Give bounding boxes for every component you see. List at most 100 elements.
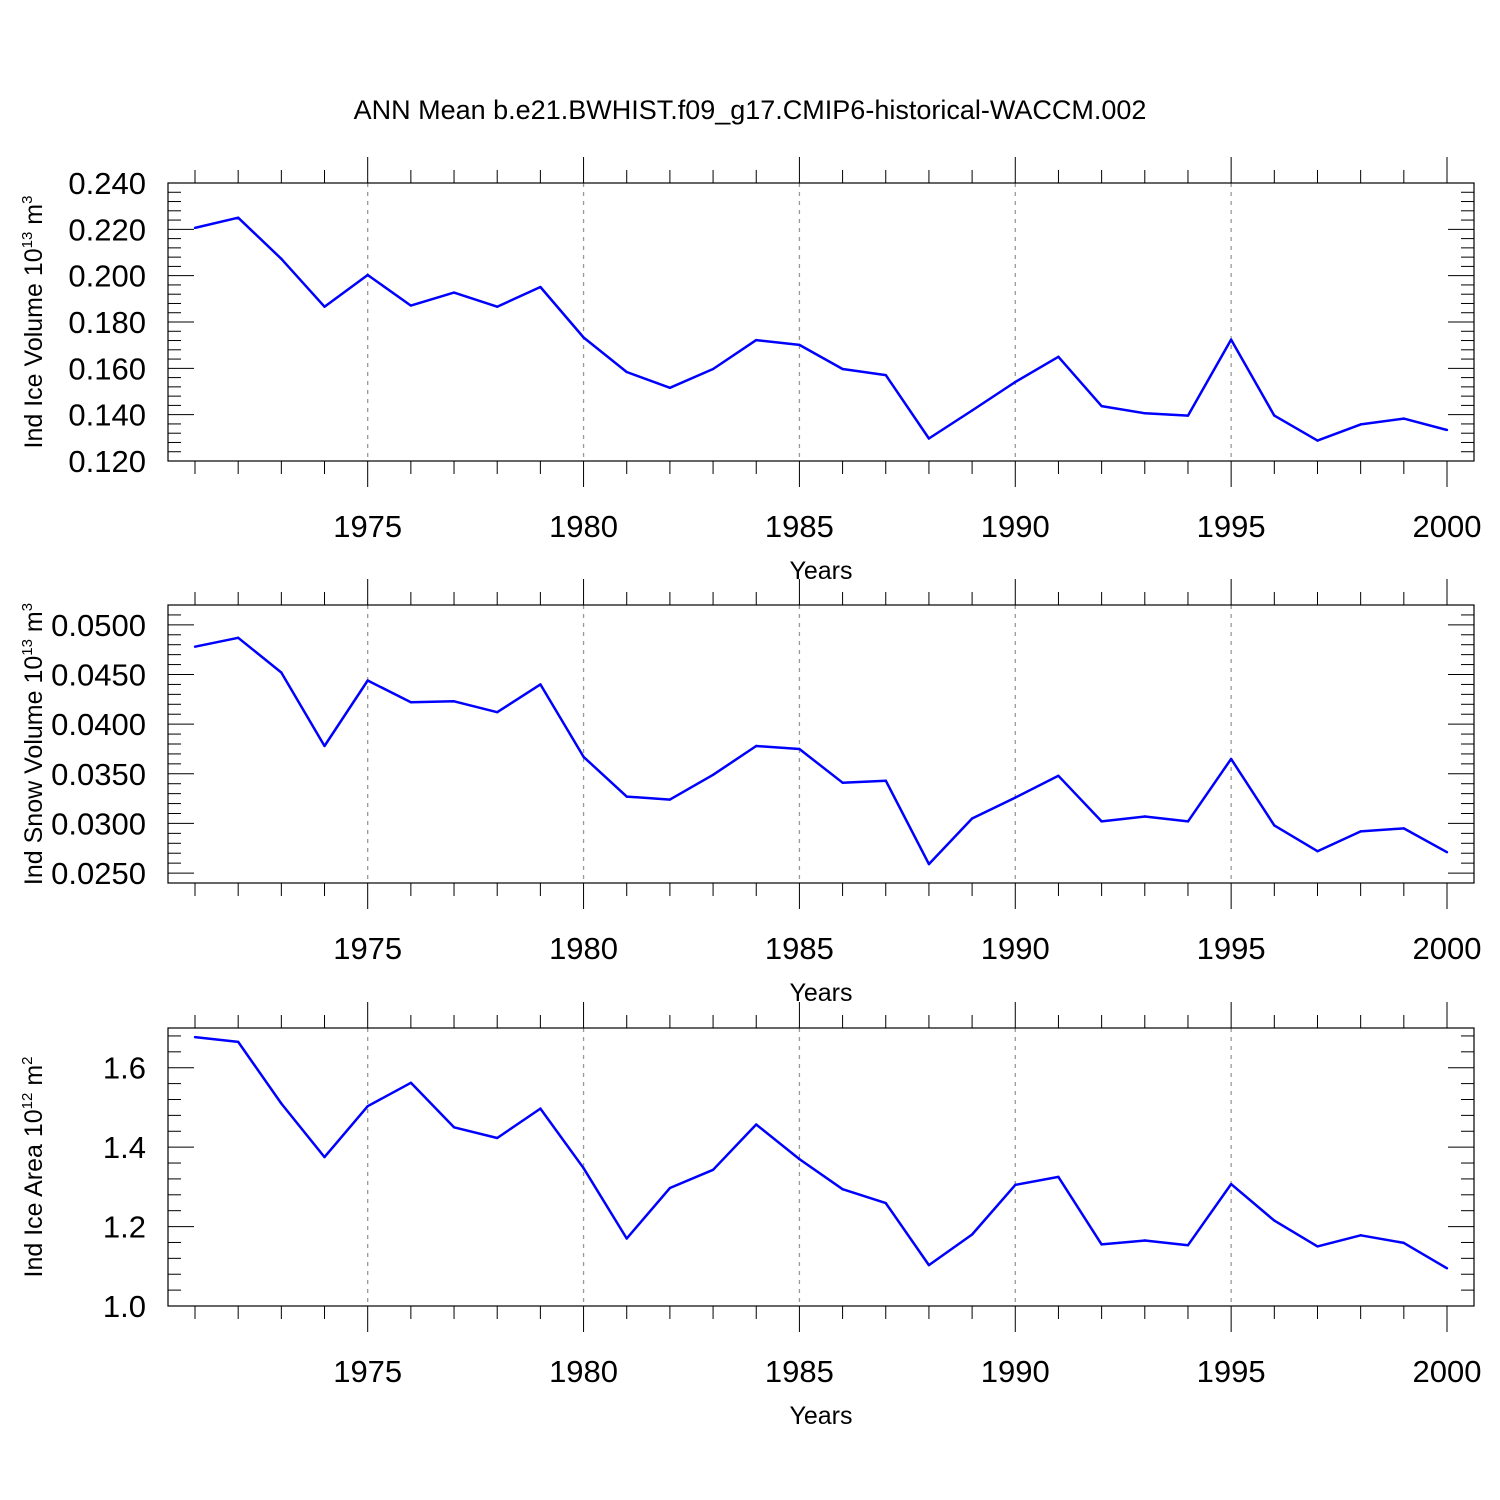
data-point <box>970 817 974 820</box>
data-point <box>755 338 758 342</box>
data-point <box>1229 1182 1233 1186</box>
data-point <box>1057 774 1060 777</box>
data-point <box>323 744 326 748</box>
y-tick-label: 0.0250 <box>51 856 146 891</box>
x-tick-label: 2000 <box>1413 931 1482 966</box>
data-point <box>927 862 931 866</box>
data-point <box>193 226 197 230</box>
y-axis-label-unit-exponent: 2 <box>19 1057 36 1065</box>
data-point <box>1359 1234 1362 1237</box>
data-point <box>409 701 413 704</box>
chart-panel-1: 0.120 0.140 0.160 0.180 0.200 0.220 0.240 1975 1… <box>19 157 1481 585</box>
y-tick-label: 0.160 <box>68 351 146 386</box>
data-point <box>1445 428 1449 432</box>
data-point <box>884 779 887 782</box>
x-tick-label: 2000 <box>1413 509 1482 544</box>
y-tick-label: 0.0300 <box>51 806 146 841</box>
data-point <box>668 1186 672 1190</box>
y-tick-label: 0.140 <box>68 398 146 433</box>
x-tick-label: 1985 <box>765 1354 834 1389</box>
data-point <box>1057 355 1060 358</box>
data-point <box>366 1105 369 1108</box>
y-axis-label: Ind Ice Area 1012 m2 <box>19 1057 48 1278</box>
data-point <box>236 216 240 219</box>
data-point <box>1359 830 1362 833</box>
data-series-line <box>194 216 1448 442</box>
data-point <box>1229 338 1233 341</box>
data-point <box>539 1107 542 1110</box>
data-point <box>970 409 974 412</box>
data-point <box>1014 796 1017 799</box>
data-point <box>841 367 844 371</box>
y-tick-label: 1.4 <box>103 1130 146 1165</box>
data-point <box>496 711 499 714</box>
figure-title: ANN Mean b.e21.BWHIST.f09_g17.CMIP6-hist… <box>354 95 1147 125</box>
data-point <box>236 1040 240 1044</box>
data-point <box>1186 820 1190 823</box>
data-point <box>409 1081 413 1085</box>
data-point <box>496 1136 499 1140</box>
x-tick-label: 1980 <box>549 509 618 544</box>
y-tick-label: 0.0500 <box>51 608 146 643</box>
x-tick-label: 1975 <box>333 509 402 544</box>
x-tick-label: 1990 <box>981 509 1050 544</box>
data-point <box>884 373 887 377</box>
data-point <box>193 645 197 648</box>
data-point <box>280 257 283 260</box>
data-point <box>1186 1244 1190 1247</box>
y-tick-label: 1.2 <box>103 1210 146 1245</box>
x-tick-label: 1980 <box>549 931 618 966</box>
data-point <box>1402 1241 1406 1245</box>
data-point <box>366 679 369 682</box>
y-axis-label-unit: m <box>20 611 48 639</box>
data-point <box>1273 414 1276 417</box>
data-point <box>1014 1183 1017 1187</box>
data-point <box>582 1166 585 1170</box>
data-point <box>1100 404 1103 408</box>
data-point <box>927 1263 931 1267</box>
data-point <box>496 305 499 308</box>
y-tick-label: 0.200 <box>68 259 146 294</box>
data-point <box>798 343 801 347</box>
chart-panel-3: 1.0 1.2 1.4 1.6 1975 1980 1985 1990 1995 2000 Year… <box>19 1002 1481 1430</box>
data-point <box>452 700 456 703</box>
x-axis-label: Years <box>789 557 852 585</box>
data-point <box>280 671 283 674</box>
y-tick-label: 0.240 <box>68 166 146 201</box>
data-point <box>1445 1267 1449 1270</box>
x-tick-label: 1990 <box>981 931 1050 966</box>
data-series-line <box>194 1035 1448 1270</box>
data-point <box>452 1126 456 1129</box>
y-axis-label-unit: m <box>20 1065 48 1093</box>
data-point <box>539 285 542 289</box>
x-tick-label: 1990 <box>981 1354 1050 1389</box>
y-tick-label: 0.220 <box>68 212 146 247</box>
data-point <box>625 370 628 374</box>
data-point <box>841 1188 844 1191</box>
x-tick-label: 1995 <box>1197 509 1266 544</box>
data-point <box>841 781 844 784</box>
data-point <box>1143 412 1146 415</box>
y-axis-label-unit-exponent: 3 <box>19 196 36 204</box>
data-point <box>970 1233 974 1236</box>
data-point <box>323 305 326 308</box>
y-axis-label-exponent: 13 <box>19 639 36 656</box>
data-point <box>884 1201 887 1205</box>
data-point <box>625 795 628 798</box>
data-point <box>1014 380 1017 384</box>
data-point <box>582 336 585 339</box>
data-point <box>452 291 456 294</box>
data-point <box>1186 414 1190 417</box>
y-tick-label: 0.0400 <box>51 707 146 742</box>
x-axis-label: Years <box>789 979 852 1007</box>
y-axis-label-exponent: 12 <box>19 1093 36 1110</box>
data-point <box>1316 439 1319 442</box>
data-point <box>539 683 542 686</box>
y-axis-label-exponent: 13 <box>19 232 36 249</box>
x-tick-label: 1975 <box>333 931 402 966</box>
data-point <box>1316 850 1319 853</box>
data-point <box>193 1035 197 1039</box>
plot-frame <box>167 1027 1475 1307</box>
